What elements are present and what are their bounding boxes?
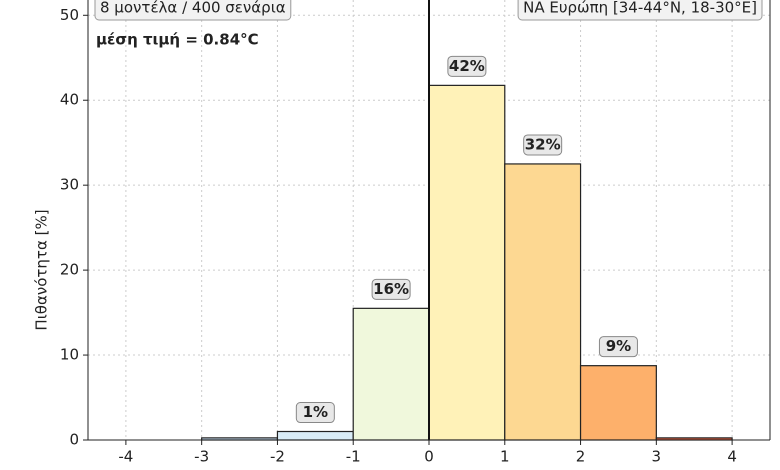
annotation: ΝΑ Ευρώπη [34-44°N, 18-30°E] [523, 0, 757, 17]
x-tick-label: 3 [652, 448, 662, 466]
x-tick-label: 2 [576, 448, 586, 466]
annotation: 8 μοντέλα / 400 σενάρια [100, 0, 286, 17]
x-tick-label: 1 [500, 448, 510, 466]
y-tick-label: 30 [60, 176, 79, 194]
bar [428, 84, 506, 441]
value-label: 16% [373, 280, 409, 298]
bar [276, 430, 354, 441]
bar [579, 365, 657, 441]
value-label-box: 1% [295, 402, 335, 424]
x-tick-label: -4 [118, 448, 133, 466]
value-label-box: 16% [371, 278, 411, 300]
y-tick-label: 40 [60, 91, 79, 109]
y-tick-label: 0 [69, 431, 79, 449]
label-box [598, 336, 638, 358]
annotation-box [94, 0, 292, 21]
value-label: 9% [606, 337, 631, 355]
label-box [447, 55, 487, 77]
annotation-box [517, 0, 763, 21]
value-label-box: 42% [447, 55, 487, 77]
value-label: 42% [449, 57, 485, 75]
x-tick-label: -2 [270, 448, 285, 466]
x-tick-label: -1 [346, 448, 361, 466]
y-tick-label: 50 [60, 6, 79, 24]
value-label: 1% [303, 403, 328, 421]
label-box [523, 134, 563, 156]
value-label: 32% [525, 135, 561, 153]
label-box [295, 402, 335, 424]
y-tick-label: 10 [60, 346, 79, 364]
x-tick-label: 0 [424, 448, 434, 466]
bar [352, 307, 430, 441]
value-label-box: 32% [523, 134, 563, 156]
x-tick-label: -3 [194, 448, 209, 466]
bar [504, 163, 582, 441]
annotation: μέση τιμή = 0.84°C [96, 31, 259, 49]
label-box [371, 278, 411, 300]
value-label-box: 9% [598, 336, 638, 358]
y-axis-label: Πιθανότητα [%] [33, 209, 51, 330]
y-tick-label: 20 [60, 261, 79, 279]
x-tick-label: 4 [727, 448, 737, 466]
